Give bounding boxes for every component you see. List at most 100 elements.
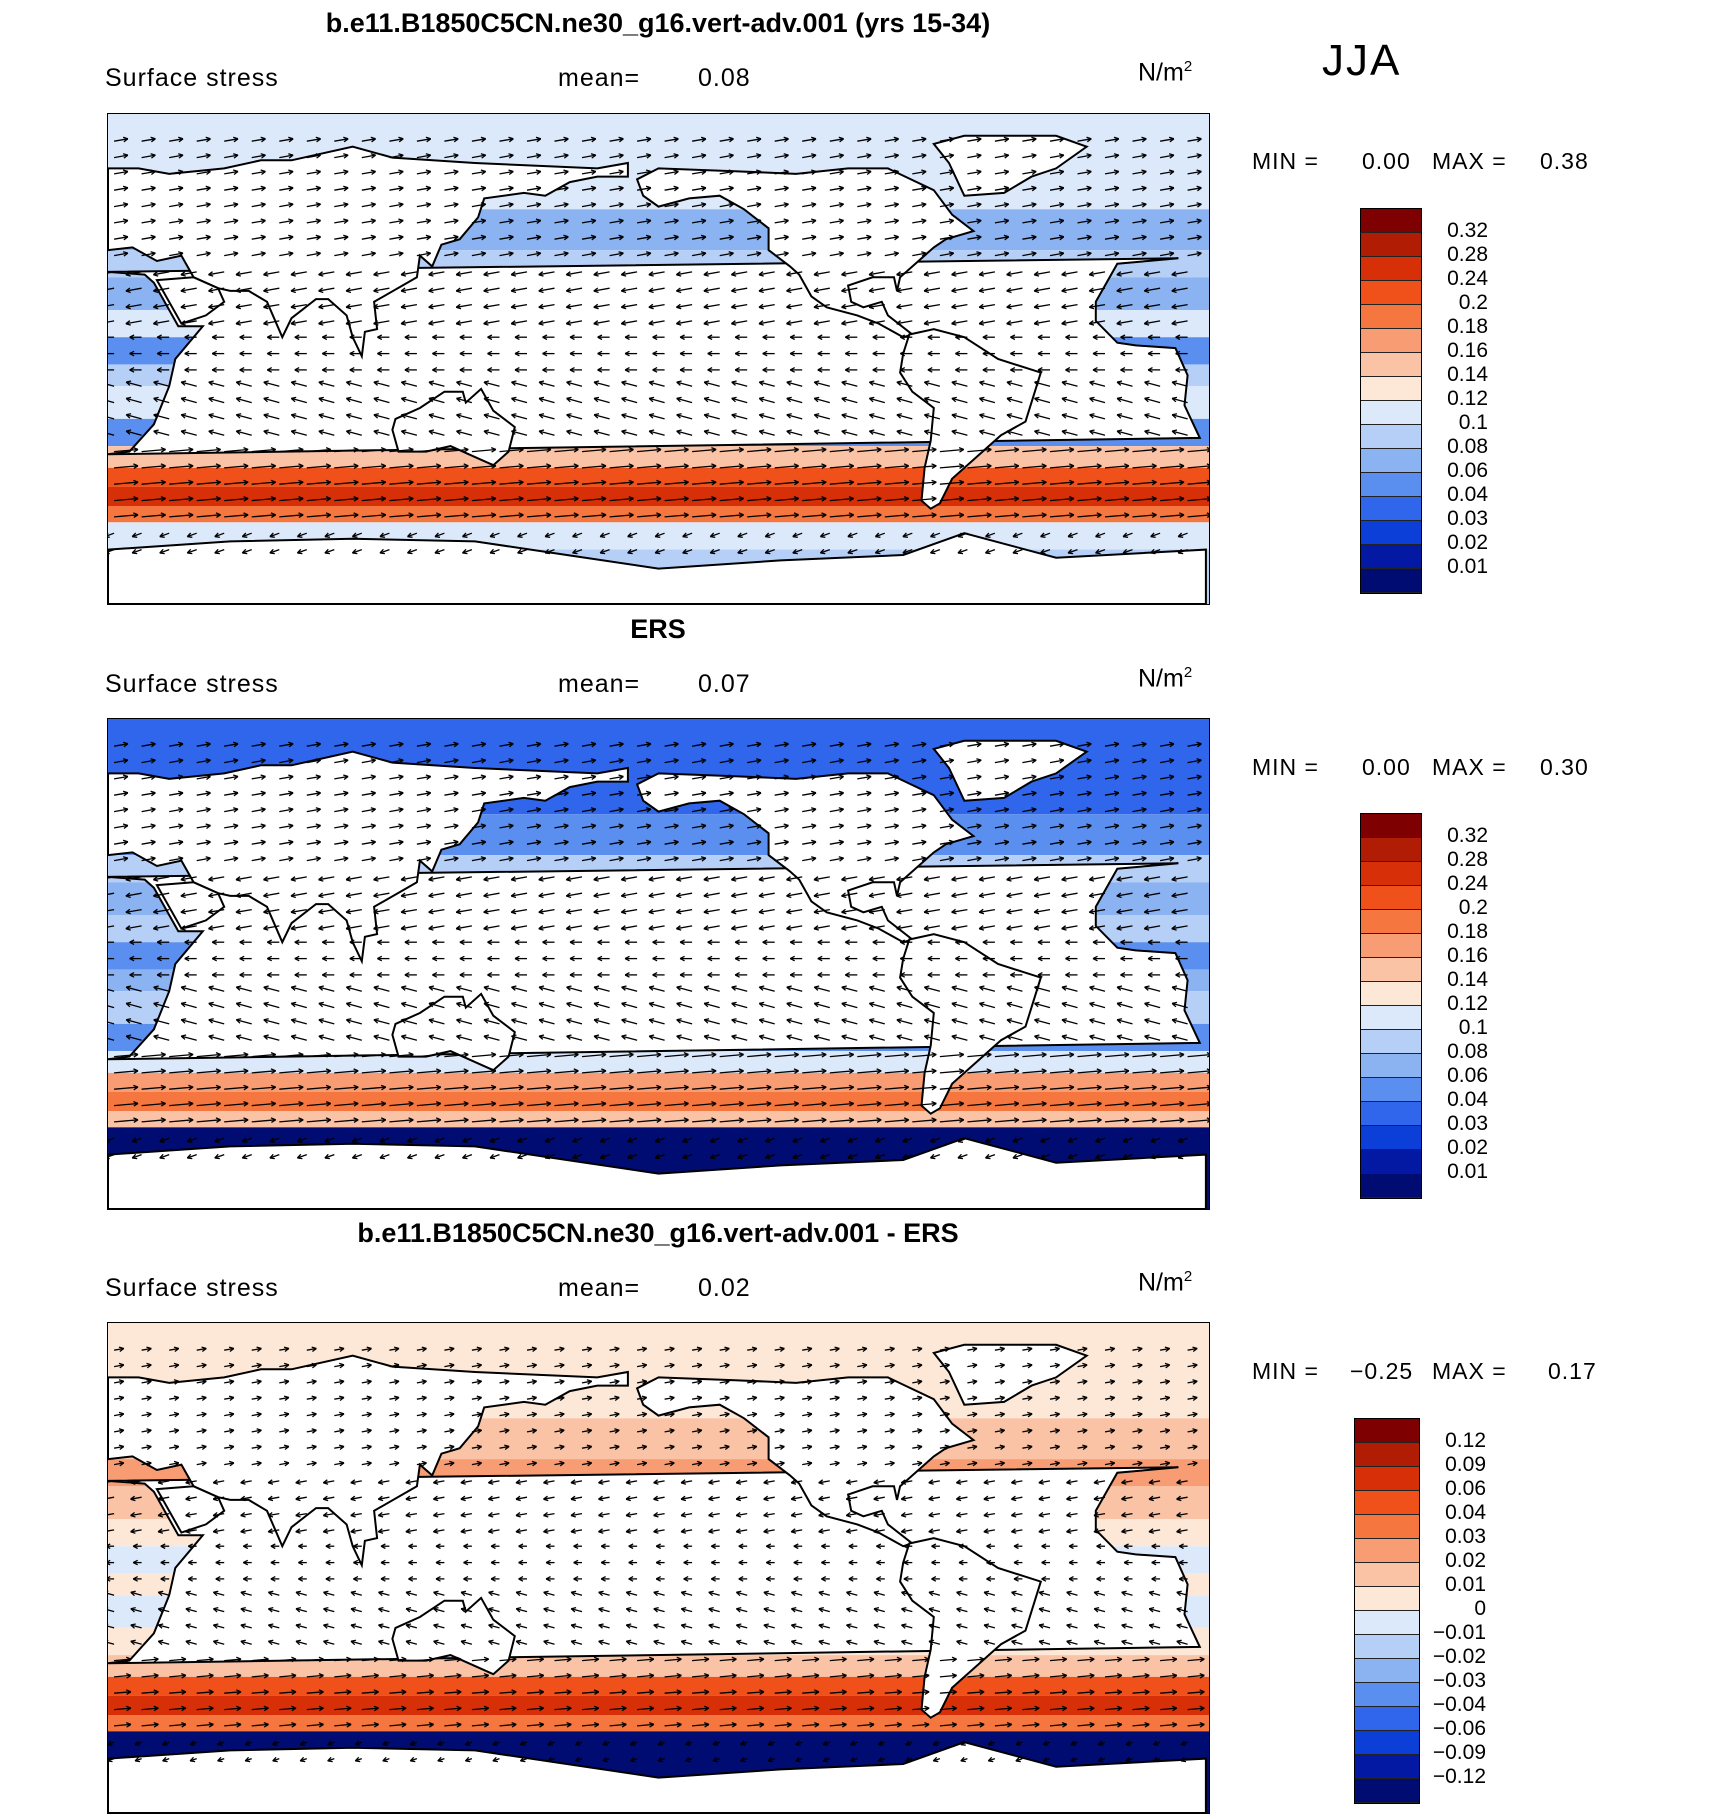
colorbar-tick-label: 0.2: [1458, 291, 1488, 314]
colorbar-swatch: [1361, 233, 1421, 257]
colorbar-tick-label: 0.04: [1445, 1501, 1486, 1524]
colorbar-tick-label: 0.18: [1447, 315, 1488, 338]
colorbar-swatch: [1355, 1419, 1419, 1443]
panel-1-title: b.e11.B1850C5CN.ne30_g16.vert-adv.001 (y…: [325, 8, 991, 38]
colorbar-swatch: [1361, 1054, 1421, 1078]
panel-2-units: N/m2: [1138, 664, 1193, 693]
colorbar-swatch: [1361, 545, 1421, 569]
colorbar-swatch: [1361, 449, 1421, 473]
colorbar-tick-label: 0.01: [1447, 1160, 1488, 1183]
ocean-band: [108, 1695, 1209, 1715]
colorbar-swatch: [1355, 1539, 1419, 1563]
colorbar-tick-label: 0.08: [1447, 1040, 1488, 1063]
land-mass: [899, 328, 1043, 510]
land-mass: [899, 1537, 1043, 1719]
colorbar-box: [1360, 813, 1422, 1199]
colorbar-swatch: [1361, 281, 1421, 305]
land-mass: [108, 1741, 1207, 1813]
colorbar-swatch: [1361, 1030, 1421, 1054]
colorbar-swatch: [1361, 910, 1421, 934]
panel-1-max-label: MAX =: [1432, 148, 1507, 174]
colorbar-swatch: [1361, 377, 1421, 401]
colorbar-swatch: [1361, 838, 1421, 862]
colorbar-tick-label: 0.09: [1445, 1453, 1486, 1476]
colorbar-swatch: [1361, 886, 1421, 910]
colorbar-tick-label: 0.18: [1447, 920, 1488, 943]
land-mass: [391, 1596, 516, 1676]
colorbar-tick-label: 0.14: [1447, 968, 1488, 991]
panel-2-min-label: MIN =: [1252, 754, 1319, 780]
colorbar-box: [1354, 1418, 1420, 1804]
colorbar-swatch: [1361, 1174, 1421, 1198]
land-mass: [108, 145, 629, 360]
panel-2-max-label: MAX =: [1432, 754, 1507, 780]
colorbar-tick-label: −0.01: [1432, 1621, 1486, 1644]
colorbar-tick-label: 0.24: [1447, 872, 1488, 895]
colorbar-swatch: [1355, 1707, 1419, 1731]
colorbar-tick-label: 0.12: [1447, 387, 1488, 410]
panel-1-min-value: 0.00: [1362, 148, 1411, 174]
colorbar-swatch: [1355, 1491, 1419, 1515]
colorbar-tick-label: 0.04: [1447, 1088, 1488, 1111]
colorbar-swatch: [1355, 1683, 1419, 1707]
colorbar-swatch: [1361, 1150, 1421, 1174]
land-mass: [899, 933, 1043, 1115]
colorbar-tick-label: 0.32: [1447, 824, 1488, 847]
colorbar-swatch: [1361, 521, 1421, 545]
panel-3-max-value: 0.17: [1548, 1358, 1597, 1384]
colorbar-swatch: [1355, 1779, 1419, 1803]
land-mass: [108, 750, 629, 965]
panel-1-map-svg: [108, 114, 1209, 604]
colorbar-tick-label: 0.24: [1447, 267, 1488, 290]
ocean-band: [108, 1091, 1209, 1111]
land-mass: [635, 1376, 976, 1548]
panel-3-mean-label: mean=: [558, 1274, 641, 1302]
colorbar-swatch: [1361, 1102, 1421, 1126]
colorbar-swatch: [1361, 257, 1421, 281]
colorbar-swatch: [1355, 1587, 1419, 1611]
panel-2-variable: Surface stress: [105, 670, 279, 698]
colorbar-swatch: [1361, 353, 1421, 377]
panel-3-mean-value: 0.02: [698, 1274, 751, 1302]
land-mass: [391, 992, 516, 1072]
colorbar-tick-label: −0.02: [1432, 1645, 1486, 1668]
colorbar-swatch: [1355, 1659, 1419, 1683]
colorbar-swatch: [1355, 1755, 1419, 1779]
panel-3-min-value: −0.25: [1350, 1358, 1414, 1384]
colorbar-swatch: [1355, 1467, 1419, 1491]
colorbar-swatch: [1361, 934, 1421, 958]
stress-vectors: [108, 1346, 1205, 1763]
colorbar-swatch: [1361, 958, 1421, 982]
colorbar-tick-label: 0.16: [1447, 944, 1488, 967]
land-mass: [635, 167, 976, 339]
panel-3-map-svg: [108, 1323, 1209, 1813]
land-mass: [932, 134, 1089, 197]
colorbar-tick-label: 0.04: [1447, 483, 1488, 506]
colorbar-swatch: [1355, 1635, 1419, 1659]
colorbar-tick-label: 0.1: [1458, 1016, 1488, 1039]
colorbar-swatch: [1361, 305, 1421, 329]
ocean-band: [108, 486, 1209, 506]
land-mass: [932, 739, 1089, 802]
land-mass: [932, 1343, 1089, 1406]
colorbar-tick-label: 0.32: [1447, 219, 1488, 242]
land-mass: [635, 772, 976, 944]
land-mass: [155, 1485, 226, 1534]
colorbar-tick-label: 0.03: [1445, 1525, 1486, 1548]
panel-3-units: N/m2: [1138, 1268, 1193, 1297]
colorbar-tick-label: 0.14: [1447, 363, 1488, 386]
panel-2-max-value: 0.30: [1540, 754, 1589, 780]
colorbar-tick-label: 0.1: [1458, 411, 1488, 434]
colorbar-tick-label: 0.12: [1445, 1429, 1486, 1452]
land-mass: [391, 387, 516, 467]
colorbar-tick-label: −0.06: [1432, 1717, 1486, 1740]
colorbar-swatch: [1361, 569, 1421, 593]
panel-1-mean-label: mean=: [558, 64, 641, 92]
colorbar-swatch: [1361, 401, 1421, 425]
colorbar-tick-label: −0.12: [1432, 1765, 1486, 1788]
panel-3-max-label: MAX =: [1432, 1358, 1507, 1384]
panel-2-map-svg: [108, 719, 1209, 1209]
colorbar-swatch: [1361, 425, 1421, 449]
colorbar-swatch: [1355, 1443, 1419, 1467]
panel-2-map: [107, 718, 1210, 1210]
